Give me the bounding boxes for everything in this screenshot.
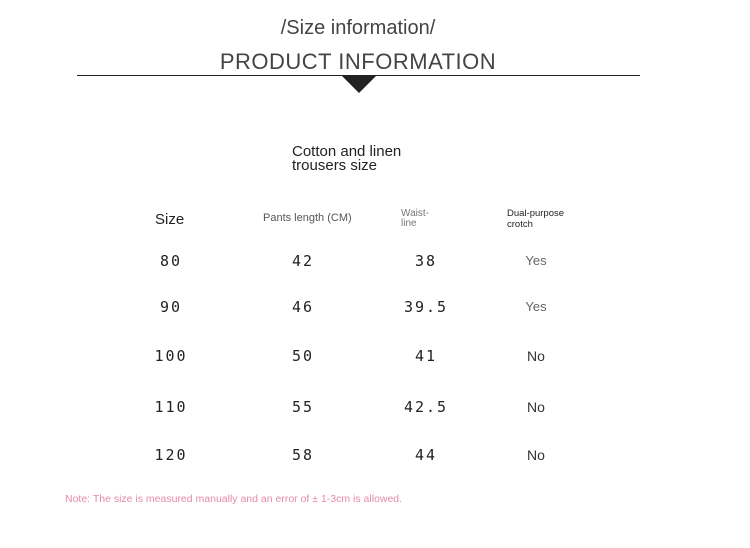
cell-crotch: No	[527, 348, 545, 364]
header-crotch: Dual-purpose crotch	[507, 208, 564, 230]
measurement-note: Note: The size is measured manually and …	[65, 493, 403, 505]
triangle-down-icon	[342, 76, 376, 93]
cell-length: 55	[291, 398, 315, 416]
header-crotch-line1: Dual-purpose	[507, 208, 565, 219]
cell-waist: 38	[414, 252, 438, 270]
table-title-line1: Cotton and linen	[292, 143, 402, 160]
table-title: Cotton and linen trousers size	[292, 143, 402, 174]
cell-length: 42	[291, 252, 315, 270]
cell-size: 80	[159, 252, 183, 270]
cell-size: 100	[154, 347, 188, 365]
header-size: Size	[155, 211, 185, 228]
cell-length: 50	[291, 347, 315, 365]
divider	[77, 75, 640, 76]
cell-size: 90	[159, 298, 183, 316]
header-length: Pants length (CM)	[263, 212, 352, 224]
cell-size: 110	[154, 398, 188, 416]
header-waist: Waist- line	[401, 209, 429, 229]
section-subtitle: /Size information/	[280, 17, 436, 39]
table-title-line2: trousers size	[292, 157, 378, 174]
cell-crotch: No	[527, 399, 545, 415]
cell-waist: 41	[414, 347, 438, 365]
cell-waist: 44	[414, 446, 438, 464]
cell-waist: 39.5	[403, 298, 449, 316]
cell-crotch: Yes	[525, 253, 547, 268]
cell-crotch: No	[527, 447, 545, 463]
cell-length: 58	[291, 446, 315, 464]
header-waist-line1: Waist-	[401, 208, 429, 219]
header-waist-line2: line	[401, 218, 417, 229]
cell-crotch: Yes	[525, 299, 547, 314]
cell-length: 46	[291, 298, 315, 316]
section-title: PRODUCT INFORMATION	[219, 49, 497, 74]
header-crotch-line2: crotch	[507, 219, 533, 230]
cell-size: 120	[154, 446, 188, 464]
cell-waist: 42.5	[403, 398, 449, 416]
